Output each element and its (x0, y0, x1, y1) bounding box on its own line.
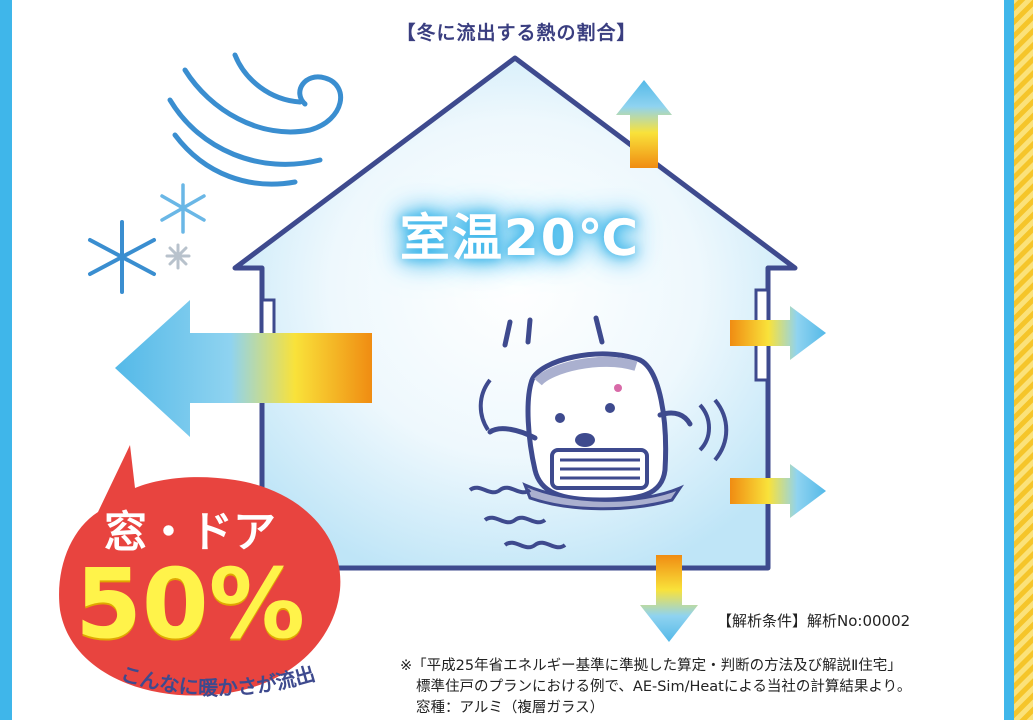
svg-text:こんなに暖かさが流出: こんなに暖かさが流出 (118, 661, 318, 700)
heat-loss-arrow-window (115, 300, 372, 437)
footnote-line: ※「平成25年省エネルギー基準に準拠した算定・判断の方法及び解説Ⅱ住宅」 (400, 658, 902, 674)
footnote: ※「平成25年省エネルギー基準に準拠した算定・判断の方法及び解説Ⅱ住宅」 標準住… (400, 656, 911, 719)
percentage-bubble (59, 445, 341, 696)
heat-loss-arrow-wall-upper (730, 306, 826, 360)
heat-loss-arrow-floor (640, 555, 698, 642)
window-door-label: 窓・ドア (104, 508, 276, 558)
diagram-title: 【冬に流出する熱の割合】 (396, 22, 637, 44)
footnote-line: 窓種：アルミ（複層ガラス） (416, 700, 605, 716)
sparkle-icon (165, 243, 191, 270)
heater-character (468, 315, 729, 550)
heat-loss-arrow-roof (616, 80, 672, 168)
heat-loss-arrow-wall-lower (730, 464, 826, 518)
snowflake-small-icon (160, 183, 206, 234)
wind-icon (167, 52, 344, 187)
room-temperature-label: 室温20℃ (399, 209, 641, 267)
frame-left (0, 0, 12, 720)
bubble-caption: こんなに暖かさが流出 (118, 661, 318, 700)
snowflake-icon (88, 220, 156, 294)
frame-right (1004, 0, 1014, 720)
window-door-percent: 50% (75, 548, 305, 660)
analysis-condition: 【解析条件】解析No:00002 (717, 612, 911, 630)
bubble-caption-curve: こんなに暖かさが流出 (118, 661, 318, 700)
footnote-line: 標準住戸のプランにおける例で、AE-Sim/Heatによる当社の計算結果より。 (416, 679, 912, 695)
